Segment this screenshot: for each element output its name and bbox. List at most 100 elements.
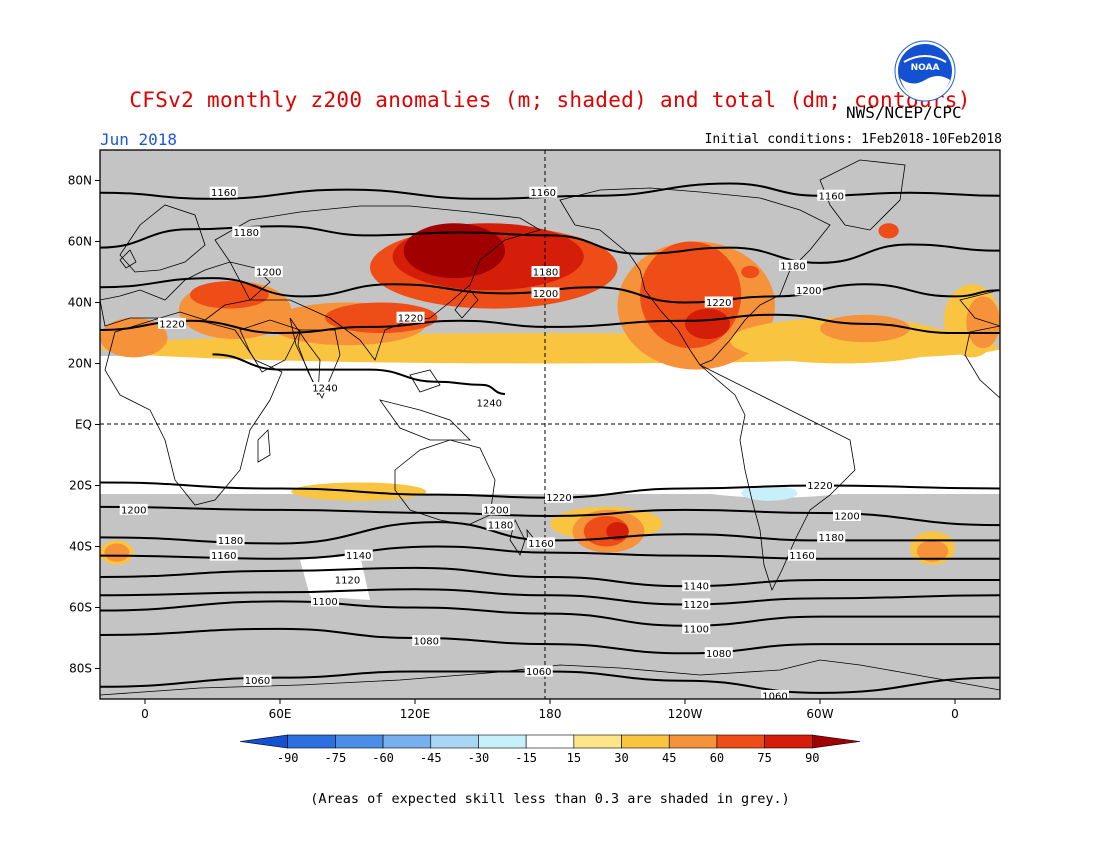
agency-label: NWS/NCEP/CPC bbox=[846, 103, 962, 122]
colorbar-label: -90 bbox=[277, 751, 299, 765]
contour-label: 1120 bbox=[333, 574, 362, 587]
contour-labels: 1160 1160 1160 1180 1180 1180 1200 1200 1200 1220… bbox=[119, 186, 861, 702]
contour-line-1200 bbox=[100, 277, 1000, 304]
contour-line-1220 bbox=[100, 313, 1000, 335]
colorbar-segment bbox=[430, 734, 479, 749]
contour-line-1140 bbox=[100, 566, 1000, 588]
contour-label: 1100 bbox=[682, 622, 711, 635]
contour-label: 1200 bbox=[482, 503, 510, 516]
svg-text:1160: 1160 bbox=[789, 551, 814, 562]
contour-line-1200 bbox=[100, 505, 1000, 527]
contour-label: 1180 bbox=[232, 226, 261, 239]
lat-label: 80N bbox=[68, 174, 92, 188]
colorbar: -90 -75 -60 -45 -30 -15 15 30 45 60 75 90 bbox=[239, 734, 861, 765]
anomaly-blob bbox=[966, 296, 1000, 349]
svg-text:1220: 1220 bbox=[546, 493, 571, 504]
colorbar-segment bbox=[621, 734, 670, 749]
contour-line-1100 bbox=[100, 600, 1000, 627]
svg-text:1200: 1200 bbox=[121, 505, 146, 516]
svg-text:1200: 1200 bbox=[533, 289, 558, 300]
anomaly-blob bbox=[741, 265, 760, 279]
footnote: (Areas of expected skill less than 0.3 a… bbox=[310, 791, 790, 807]
svg-text:1200: 1200 bbox=[256, 268, 281, 279]
lat-label: 40N bbox=[68, 296, 92, 310]
svg-text:1180: 1180 bbox=[488, 521, 513, 532]
longitude-labels: 0 60E 120E 180 120W 60W 0 bbox=[141, 699, 959, 721]
svg-text:1060: 1060 bbox=[762, 691, 787, 702]
colorbar-label: 15 bbox=[567, 751, 581, 765]
contour-label: 1180 bbox=[779, 259, 807, 272]
noaa-logo: NOAA bbox=[894, 40, 956, 102]
svg-text:1160: 1160 bbox=[528, 539, 553, 550]
contour-label: 1220 bbox=[704, 296, 733, 309]
contour-label: 1220 bbox=[545, 491, 573, 504]
svg-text:1220: 1220 bbox=[807, 481, 832, 492]
svg-text:1180: 1180 bbox=[819, 533, 844, 544]
lat-label: 40S bbox=[69, 540, 92, 554]
svg-text:1220: 1220 bbox=[706, 298, 731, 309]
svg-text:1100: 1100 bbox=[684, 624, 709, 635]
contour-label: 1180 bbox=[531, 266, 560, 279]
svg-text:1160: 1160 bbox=[531, 188, 556, 199]
coastlines bbox=[100, 159, 1000, 696]
noaa-logo-text: NOAA bbox=[911, 63, 940, 73]
contour-label: 1240 bbox=[475, 397, 504, 410]
contour-line-1160 bbox=[100, 545, 1000, 560]
colorbar-segment bbox=[382, 734, 432, 749]
colorbar-label: 60 bbox=[710, 751, 724, 765]
svg-text:1060: 1060 bbox=[526, 667, 551, 678]
colorbar-label: 45 bbox=[662, 751, 676, 765]
colorbar-label: -15 bbox=[515, 751, 537, 765]
svg-text:1120: 1120 bbox=[684, 600, 709, 611]
svg-text:1240: 1240 bbox=[477, 399, 502, 410]
contour-label: 1060 bbox=[761, 689, 789, 702]
contour-label: 1160 bbox=[817, 189, 846, 202]
colorbar-segment bbox=[716, 734, 765, 749]
lat-label: EQ bbox=[75, 418, 92, 432]
svg-text:1080: 1080 bbox=[414, 637, 439, 648]
contour-label: 1160 bbox=[209, 549, 238, 562]
colorbar-label: -75 bbox=[325, 751, 347, 765]
svg-text:1220: 1220 bbox=[159, 319, 184, 330]
anomaly-blob bbox=[887, 400, 933, 425]
contour-label: 1200 bbox=[119, 503, 148, 516]
anomaly-blob bbox=[100, 317, 168, 358]
contour-line-1160 bbox=[100, 182, 1000, 200]
svg-text:1240: 1240 bbox=[312, 383, 337, 394]
contour-label: 1160 bbox=[788, 549, 816, 562]
lat-label: 60S bbox=[69, 601, 92, 615]
forecast-month: Jun 2018 bbox=[100, 130, 178, 149]
contour-line-1240 bbox=[212, 353, 506, 395]
contour-label: 1180 bbox=[216, 534, 245, 547]
colorbar-label: 90 bbox=[805, 751, 819, 765]
svg-text:1220: 1220 bbox=[398, 313, 423, 324]
colorbar-arrow-low bbox=[239, 734, 288, 749]
contour-label: 1200 bbox=[531, 287, 560, 300]
colorbar-segment bbox=[668, 734, 718, 749]
colorbar-segment bbox=[525, 734, 575, 749]
svg-text:1160: 1160 bbox=[819, 191, 844, 202]
chart-title: CFSv2 monthly z200 anomalies (m; shaded)… bbox=[129, 88, 971, 112]
anomaly-blob bbox=[606, 522, 629, 541]
svg-text:1200: 1200 bbox=[796, 286, 821, 297]
anomaly-blob bbox=[190, 281, 269, 309]
colorbar-label: 30 bbox=[614, 751, 628, 765]
lat-label: 60N bbox=[68, 235, 92, 249]
colorbar-segment bbox=[573, 734, 622, 749]
contour-label: 1080 bbox=[704, 647, 733, 660]
svg-text:1200: 1200 bbox=[483, 505, 508, 516]
colorbar-arrow-high bbox=[812, 734, 861, 749]
contour-label: 1080 bbox=[412, 635, 441, 648]
lon-label: 0 bbox=[141, 707, 149, 721]
svg-text:1180: 1180 bbox=[218, 536, 243, 547]
contour-line-1080 bbox=[100, 627, 1000, 655]
contour-label: 1160 bbox=[527, 537, 555, 550]
lon-label: 60W bbox=[806, 707, 833, 721]
svg-text:1180: 1180 bbox=[533, 268, 558, 279]
contour-label: 1160 bbox=[209, 186, 238, 199]
svg-text:1180: 1180 bbox=[234, 228, 259, 239]
contour-line-1120 bbox=[100, 588, 1000, 606]
anomaly-blob bbox=[104, 543, 130, 562]
lon-label: 180 bbox=[539, 707, 562, 721]
colorbar-label: -45 bbox=[420, 751, 442, 765]
